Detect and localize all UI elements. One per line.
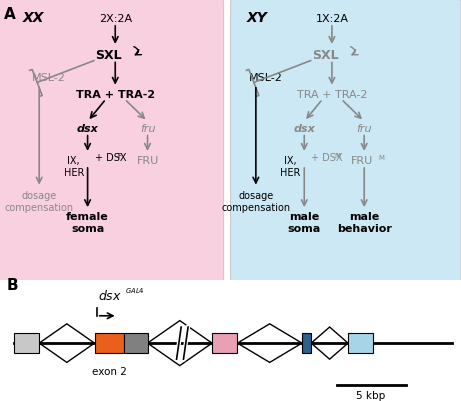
Text: dosage
compensation: dosage compensation (221, 191, 290, 213)
Text: dosage
compensation: dosage compensation (5, 191, 74, 213)
Bar (302, 333, 311, 354)
Text: $^{GAL4}$: $^{GAL4}$ (125, 287, 145, 297)
Bar (124, 333, 148, 354)
Text: dsx: dsx (77, 124, 99, 134)
Text: XY: XY (247, 11, 267, 25)
Text: M: M (334, 152, 340, 158)
Text: FRU: FRU (351, 156, 373, 166)
Bar (348, 333, 373, 354)
Bar (212, 333, 237, 354)
Text: FRU: FRU (136, 156, 159, 166)
Text: male
soma: male soma (288, 212, 321, 233)
Text: fru: fru (140, 124, 155, 134)
Bar (14, 333, 39, 354)
FancyBboxPatch shape (0, 0, 224, 282)
Text: male
behavior: male behavior (337, 212, 392, 233)
Text: TRA + TRA-2: TRA + TRA-2 (297, 90, 367, 100)
FancyBboxPatch shape (230, 0, 461, 282)
Text: SXL: SXL (95, 49, 122, 62)
Text: IX,
HER: IX, HER (280, 156, 301, 177)
Bar (95, 333, 124, 354)
Text: exon 2: exon 2 (92, 366, 127, 376)
Text: B: B (7, 277, 18, 292)
Text: IX,
HER: IX, HER (64, 156, 84, 177)
Text: female
soma: female soma (66, 212, 109, 233)
Text: F: F (118, 152, 122, 158)
Text: 2X:2A: 2X:2A (99, 14, 132, 24)
Text: SXL: SXL (312, 49, 338, 62)
Text: XX: XX (23, 11, 45, 25)
Text: MSL-2: MSL-2 (32, 73, 66, 83)
Text: 1X:2A: 1X:2A (315, 14, 349, 24)
Text: + DSX: + DSX (95, 153, 126, 163)
Text: TRA + TRA-2: TRA + TRA-2 (76, 90, 155, 100)
Text: MSL-2: MSL-2 (249, 73, 283, 83)
Text: + DSX: + DSX (311, 153, 343, 163)
Text: M: M (378, 154, 384, 160)
Text: fru: fru (356, 124, 372, 134)
Text: $dsx$: $dsx$ (98, 289, 122, 303)
Text: 5 kbp: 5 kbp (356, 390, 386, 400)
Text: dsx: dsx (293, 124, 315, 134)
Text: A: A (4, 7, 15, 22)
